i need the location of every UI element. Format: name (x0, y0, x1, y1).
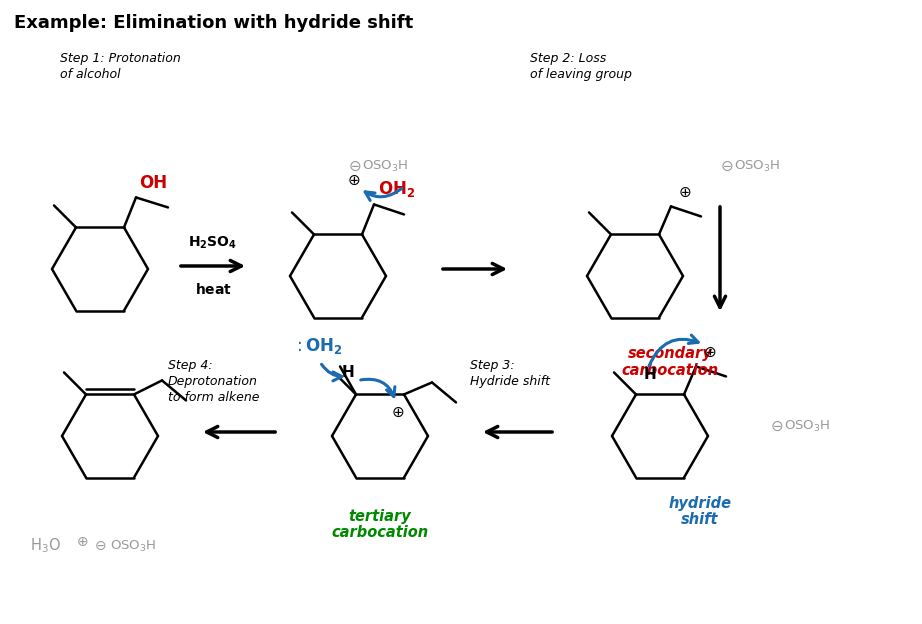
Text: $\oplus$: $\oplus$ (703, 345, 716, 360)
Text: $\ominus$: $\ominus$ (94, 539, 106, 553)
Text: hydride: hydride (668, 496, 731, 511)
Text: $:\mathbf{OH_2}$: $:\mathbf{OH_2}$ (293, 336, 343, 356)
Text: to form alkene: to form alkene (168, 391, 259, 404)
Text: carbocation: carbocation (331, 525, 429, 540)
Text: tertiary: tertiary (349, 509, 411, 524)
Text: of leaving group: of leaving group (530, 68, 632, 81)
Text: Hydride shift: Hydride shift (470, 375, 550, 388)
Text: Step 1: Protonation: Step 1: Protonation (60, 52, 181, 65)
Text: Step 3:: Step 3: (470, 359, 514, 372)
Text: shift: shift (681, 512, 719, 527)
Text: $\mathrm{OSO_3H}$: $\mathrm{OSO_3H}$ (362, 158, 408, 173)
Text: $\mathrm{H_3O}$: $\mathrm{H_3O}$ (30, 537, 61, 555)
Text: OH: OH (139, 175, 167, 192)
Text: Step 2: Loss: Step 2: Loss (530, 52, 607, 65)
Text: carbocation: carbocation (621, 363, 718, 378)
Text: $\ominus$: $\ominus$ (770, 419, 784, 434)
Text: $\mathrm{OSO_3H}$: $\mathrm{OSO_3H}$ (734, 158, 780, 173)
Text: Deprotonation: Deprotonation (168, 375, 258, 388)
Text: $\mathrm{OSO_3H}$: $\mathrm{OSO_3H}$ (784, 419, 831, 434)
Text: H: H (644, 367, 656, 382)
Text: $\mathbf{H_2SO_4}$: $\mathbf{H_2SO_4}$ (188, 235, 238, 251)
Text: $\ominus$: $\ominus$ (720, 158, 733, 173)
Text: $\oplus$: $\oplus$ (679, 185, 692, 200)
Text: $\mathbf{heat}$: $\mathbf{heat}$ (195, 282, 231, 297)
Text: $\oplus$: $\oplus$ (391, 405, 405, 420)
Text: $\mathbf{OH_2}$: $\mathbf{OH_2}$ (378, 180, 415, 200)
Text: Step 4:: Step 4: (168, 359, 213, 372)
Text: $\oplus$: $\oplus$ (348, 173, 361, 188)
Text: H: H (341, 365, 354, 380)
Text: secondary: secondary (628, 346, 713, 361)
Text: $\oplus$: $\oplus$ (76, 535, 89, 549)
Text: $\mathrm{OSO_3H}$: $\mathrm{OSO_3H}$ (110, 539, 156, 553)
Text: of alcohol: of alcohol (60, 68, 121, 81)
Text: Example: Elimination with hydride shift: Example: Elimination with hydride shift (14, 14, 413, 32)
Text: $\ominus$: $\ominus$ (348, 158, 361, 173)
